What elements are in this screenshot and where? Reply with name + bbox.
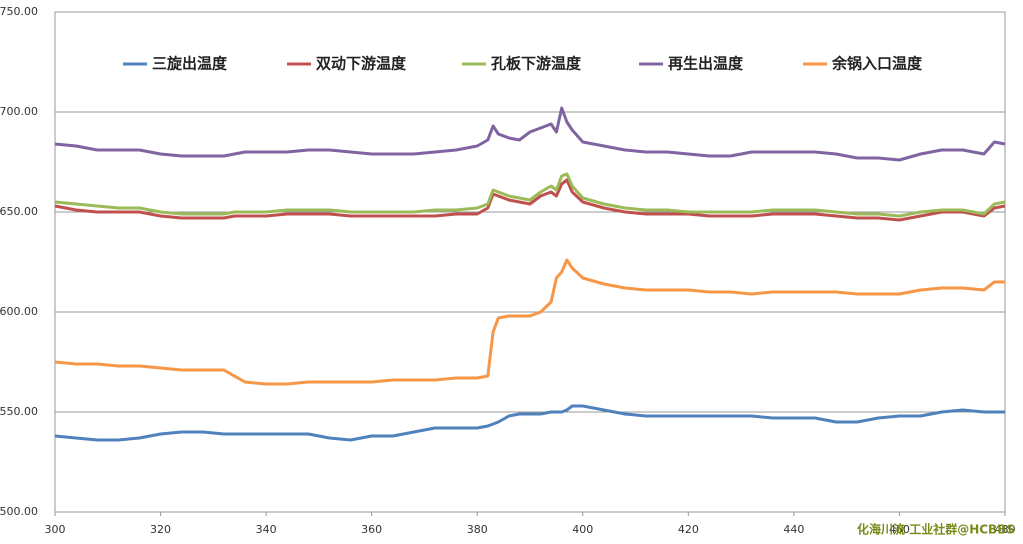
legend-text: 余锅入口温度 xyxy=(831,55,923,73)
legend-text: 双动下游温度 xyxy=(316,55,407,73)
series-line xyxy=(54,178,1006,222)
x-tick-label: 300 xyxy=(45,523,66,536)
x-tick-label: 380 xyxy=(467,523,488,536)
y-tick-label: 500.00 xyxy=(0,505,38,518)
x-tick-label: 480 xyxy=(995,523,1016,536)
x-tick-label: 460 xyxy=(889,523,910,536)
legend-text: 三旋出温度 xyxy=(152,55,228,73)
x-tick-label: 340 xyxy=(256,523,277,536)
x-tick-label: 420 xyxy=(678,523,699,536)
x-tick-label: 360 xyxy=(361,523,382,536)
x-tick-label: 440 xyxy=(783,523,804,536)
y-tick-label: 550.00 xyxy=(0,405,38,418)
series-line xyxy=(54,404,1005,442)
x-tick-label: 400 xyxy=(572,523,593,536)
series-line xyxy=(54,258,1005,386)
y-tick-label: 750.00 xyxy=(0,5,38,18)
x-tick-label: 320 xyxy=(150,523,171,536)
plot-area xyxy=(54,11,1006,513)
y-tick-label: 700.00 xyxy=(0,105,38,118)
legend-text: 孔板下游温度 xyxy=(491,55,582,73)
y-tick-label: 600.00 xyxy=(0,305,38,318)
series-line xyxy=(54,172,1006,218)
legend-text: 再生出温度 xyxy=(668,55,744,73)
y-tick-label: 650.00 xyxy=(0,205,38,218)
watermark: 化海川流 工业社群@HCBBS xyxy=(857,522,1015,537)
series-line xyxy=(54,106,1006,162)
